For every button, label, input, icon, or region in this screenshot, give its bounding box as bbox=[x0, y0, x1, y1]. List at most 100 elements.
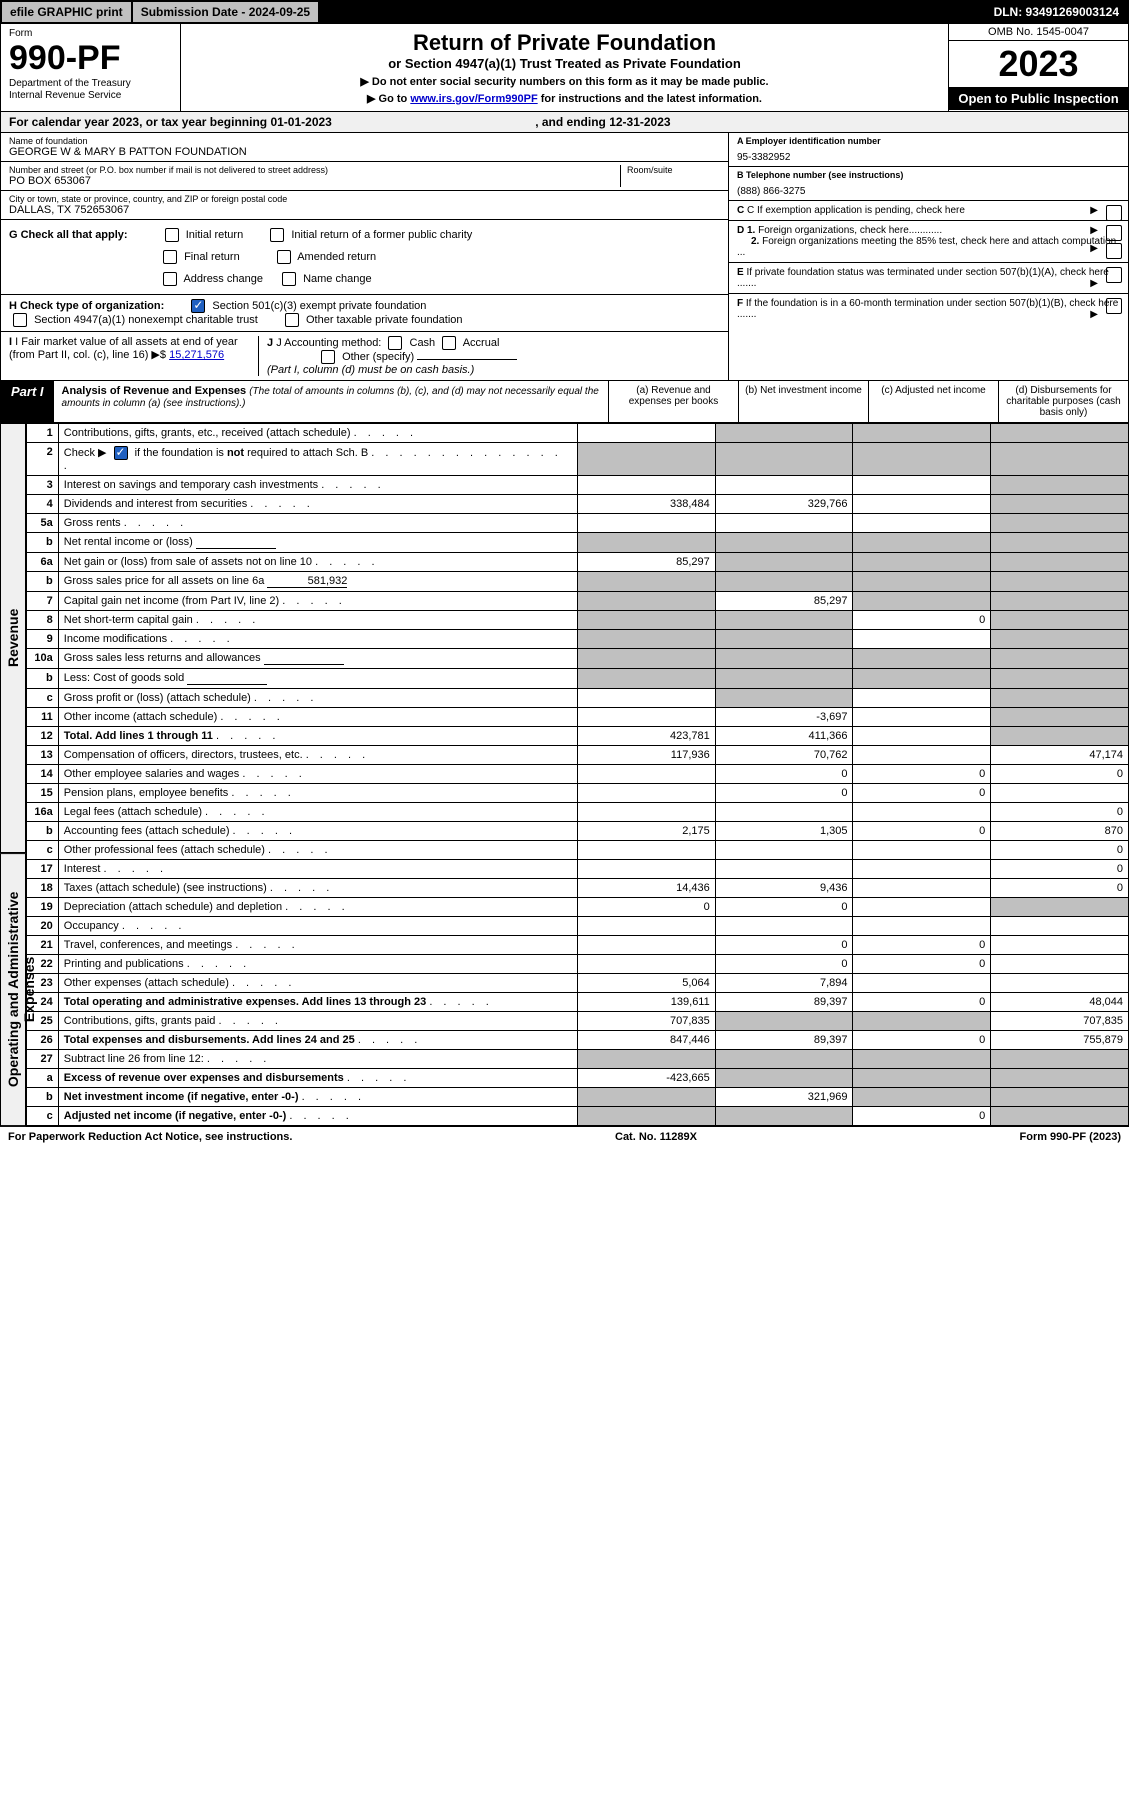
table-row: 21Travel, conferences, and meetings . . … bbox=[27, 936, 1129, 955]
table-row: 8Net short-term capital gain . . . . .0 bbox=[27, 611, 1129, 630]
table-row: 25Contributions, gifts, grants paid . . … bbox=[27, 1012, 1129, 1031]
table-row: bLess: Cost of goods sold bbox=[27, 669, 1129, 689]
e-checkbox[interactable] bbox=[1106, 267, 1122, 283]
fmv-link[interactable]: 15,271,576 bbox=[169, 349, 224, 361]
table-row: 6aNet gain or (loss) from sale of assets… bbox=[27, 553, 1129, 572]
col-c-header: (c) Adjusted net income bbox=[868, 381, 998, 422]
final-return-checkbox[interactable] bbox=[163, 250, 177, 264]
form-footer: Form 990-PF (2023) bbox=[1020, 1131, 1121, 1143]
table-row: bAccounting fees (attach schedule) . . .… bbox=[27, 822, 1129, 841]
table-row: 11Other income (attach schedule) . . . .… bbox=[27, 708, 1129, 727]
initial-return-checkbox[interactable] bbox=[165, 228, 179, 242]
table-row: 5aGross rents . . . . . bbox=[27, 514, 1129, 533]
table-row: 26Total expenses and disbursements. Add … bbox=[27, 1031, 1129, 1050]
table-row: cAdjusted net income (if negative, enter… bbox=[27, 1107, 1129, 1126]
paperwork-notice: For Paperwork Reduction Act Notice, see … bbox=[8, 1131, 292, 1143]
d1-checkbox[interactable] bbox=[1106, 225, 1122, 241]
table-row: 2Check ▶ if the foundation is not requir… bbox=[27, 443, 1129, 476]
table-row: bNet rental income or (loss) bbox=[27, 533, 1129, 553]
main-title: Return of Private Foundation bbox=[201, 30, 928, 56]
table-row: bGross sales price for all assets on lin… bbox=[27, 572, 1129, 592]
f-checkbox[interactable] bbox=[1106, 298, 1122, 314]
table-row: 10aGross sales less returns and allowanc… bbox=[27, 649, 1129, 669]
table-row: 4Dividends and interest from securities … bbox=[27, 495, 1129, 514]
table-row: cGross profit or (loss) (attach schedule… bbox=[27, 689, 1129, 708]
table-row: 9Income modifications . . . . . bbox=[27, 630, 1129, 649]
accrual-checkbox[interactable] bbox=[442, 336, 456, 350]
calendar-year-row: For calendar year 2023, or tax year begi… bbox=[0, 111, 1129, 133]
title-box: Return of Private Foundation or Section … bbox=[181, 24, 948, 111]
table-row: 18Taxes (attach schedule) (see instructi… bbox=[27, 879, 1129, 898]
omb-number: OMB No. 1545-0047 bbox=[949, 24, 1128, 41]
table-row: aExcess of revenue over expenses and dis… bbox=[27, 1069, 1129, 1088]
col-d-header: (d) Disbursements for charitable purpose… bbox=[998, 381, 1128, 422]
form-label: Form bbox=[9, 28, 172, 39]
efile-print-button[interactable]: efile GRAPHIC print bbox=[2, 2, 133, 22]
initial-former-checkbox[interactable] bbox=[270, 228, 284, 242]
table-row: 16aLegal fees (attach schedule) . . . . … bbox=[27, 803, 1129, 822]
table-row: 20Occupancy . . . . . bbox=[27, 917, 1129, 936]
table-row: 13Compensation of officers, directors, t… bbox=[27, 746, 1129, 765]
amended-return-checkbox[interactable] bbox=[277, 250, 291, 264]
topbar-fill bbox=[320, 2, 985, 22]
schb-checkbox[interactable] bbox=[114, 446, 128, 460]
name-change-checkbox[interactable] bbox=[282, 272, 296, 286]
part1-header-row: Part I Analysis of Revenue and Expenses … bbox=[0, 380, 1129, 423]
c-checkbox[interactable] bbox=[1106, 205, 1122, 221]
table-row: 15Pension plans, employee benefits . . .… bbox=[27, 784, 1129, 803]
cat-number: Cat. No. 11289X bbox=[615, 1131, 697, 1143]
table-row: 12Total. Add lines 1 through 11 . . . . … bbox=[27, 727, 1129, 746]
section-h: H Check type of organization: Section 50… bbox=[1, 295, 728, 332]
footer: For Paperwork Reduction Act Notice, see … bbox=[0, 1126, 1129, 1147]
table-row: 27Subtract line 26 from line 12: . . . .… bbox=[27, 1050, 1129, 1069]
year-box: OMB No. 1545-0047 2023 Open to Public In… bbox=[948, 24, 1128, 111]
other-method-checkbox[interactable] bbox=[321, 350, 335, 364]
dept-treasury: Department of the TreasuryInternal Reven… bbox=[9, 78, 172, 102]
top-bar: efile GRAPHIC print Submission Date - 20… bbox=[0, 0, 1129, 24]
table-row: cOther professional fees (attach schedul… bbox=[27, 841, 1129, 860]
info-grid: Name of foundation GEORGE W & MARY B PAT… bbox=[0, 133, 1129, 380]
d2-checkbox[interactable] bbox=[1106, 243, 1122, 259]
table-row: 3Interest on savings and temporary cash … bbox=[27, 476, 1129, 495]
table-row: 22Printing and publications . . . . .00 bbox=[27, 955, 1129, 974]
other-taxable-checkbox[interactable] bbox=[285, 313, 299, 327]
form-header: Form 990-PF Department of the TreasuryIn… bbox=[0, 24, 1129, 111]
table-row: 1Contributions, gifts, grants, etc., rec… bbox=[27, 424, 1129, 443]
section-e: E If private foundation status was termi… bbox=[729, 263, 1128, 294]
table-row: 19Depreciation (attach schedule) and dep… bbox=[27, 898, 1129, 917]
table-row: 24Total operating and administrative exp… bbox=[27, 993, 1129, 1012]
501c3-checkbox[interactable] bbox=[191, 299, 205, 313]
analysis-table: 1Contributions, gifts, grants, etc., rec… bbox=[26, 423, 1129, 1126]
instruction-2: ▶ Go to www.irs.gov/Form990PF for instru… bbox=[201, 92, 928, 105]
tax-year: 2023 bbox=[949, 41, 1128, 87]
instruction-1: ▶ Do not enter social security numbers o… bbox=[201, 75, 928, 88]
section-d: D 1. Foreign organizations, check here..… bbox=[729, 221, 1128, 263]
section-c: C C If exemption application is pending,… bbox=[729, 201, 1128, 221]
sub-title: or Section 4947(a)(1) Trust Treated as P… bbox=[201, 56, 928, 71]
ein-cell: A Employer identification number 95-3382… bbox=[729, 133, 1128, 167]
4947a1-checkbox[interactable] bbox=[13, 313, 27, 327]
revenue-side-label: Revenue bbox=[0, 423, 26, 853]
section-f: F If the foundation is in a 60-month ter… bbox=[729, 294, 1128, 324]
table-row: bNet investment income (if negative, ent… bbox=[27, 1088, 1129, 1107]
form-number-box: Form 990-PF Department of the TreasuryIn… bbox=[1, 24, 181, 111]
address-change-checkbox[interactable] bbox=[163, 272, 177, 286]
phone-cell: B Telephone number (see instructions) (8… bbox=[729, 167, 1128, 201]
main-table-wrap: Revenue Operating and Administrative Exp… bbox=[0, 423, 1129, 1126]
address-row: Number and street (or P.O. box number if… bbox=[1, 162, 728, 191]
dln-label: DLN: 93491269003124 bbox=[986, 2, 1127, 22]
table-row: 7Capital gain net income (from Part IV, … bbox=[27, 592, 1129, 611]
col-a-header: (a) Revenue and expenses per books bbox=[608, 381, 738, 422]
irs-link[interactable]: www.irs.gov/Form990PF bbox=[410, 93, 537, 105]
city-cell: City or town, state or province, country… bbox=[1, 191, 728, 220]
col-b-header: (b) Net investment income bbox=[738, 381, 868, 422]
table-row: 23Other expenses (attach schedule) . . .… bbox=[27, 974, 1129, 993]
form-number: 990-PF bbox=[9, 39, 172, 78]
open-inspection: Open to Public Inspection bbox=[949, 87, 1128, 110]
part1-label: Part I bbox=[1, 381, 54, 422]
section-g: G Check all that apply: Initial return I… bbox=[1, 220, 728, 295]
foundation-name-cell: Name of foundation GEORGE W & MARY B PAT… bbox=[1, 133, 728, 162]
submission-date-label: Submission Date - 2024-09-25 bbox=[133, 2, 320, 22]
table-row: 14Other employee salaries and wages . . … bbox=[27, 765, 1129, 784]
cash-checkbox[interactable] bbox=[388, 336, 402, 350]
